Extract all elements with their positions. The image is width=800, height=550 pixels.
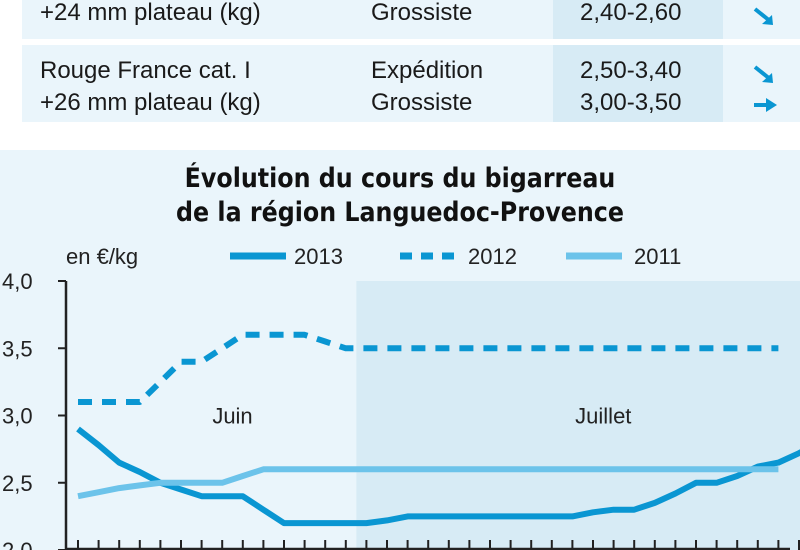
legend-label-2011: 2011	[634, 244, 681, 269]
product-name: Rouge France cat. I	[40, 57, 251, 84]
market-stage: Expédition	[371, 57, 484, 84]
market-stage: Grossiste	[371, 0, 473, 26]
month-annotation: Juillet	[575, 404, 631, 429]
price-range: 2,40-2,60	[580, 0, 682, 26]
market-stage: Grossiste	[371, 89, 473, 116]
trend-stable-arrow-icon	[754, 98, 777, 112]
series-line-2012	[78, 331, 779, 405]
chart-title-line-2: de la région Languedoc-Provence	[176, 197, 624, 228]
row-separator	[22, 39, 800, 45]
y-tick-label: 3,0	[2, 404, 33, 429]
legend-label-2012: 2012	[468, 244, 517, 269]
product-name: +24 mm plateau (kg)	[40, 0, 261, 26]
y-tick-label: 4,0	[2, 269, 33, 294]
price-column-band	[553, 0, 723, 122]
month-annotation: Juin	[212, 404, 252, 429]
y-tick-label: 2,0	[2, 538, 33, 550]
y-tick-label: 3,5	[2, 336, 33, 361]
price-range: 3,00-3,50	[580, 89, 682, 116]
trend-down-arrow-icon	[753, 65, 773, 83]
y-axis-unit-label: en €/kg	[66, 244, 138, 269]
series-line-2013	[76, 426, 800, 527]
product-size: +26 mm plateau (kg)	[40, 89, 261, 116]
chart-title-line-1: Évolution du cours du bigarreau	[184, 163, 616, 194]
legend-label-2013: 2013	[294, 244, 343, 269]
trend-down-arrow-icon	[753, 7, 773, 25]
series-line-2011	[77, 466, 779, 500]
y-tick-label: 2,5	[2, 471, 33, 496]
price-range: 2,50-3,40	[580, 57, 682, 84]
july-background-band	[356, 281, 800, 550]
